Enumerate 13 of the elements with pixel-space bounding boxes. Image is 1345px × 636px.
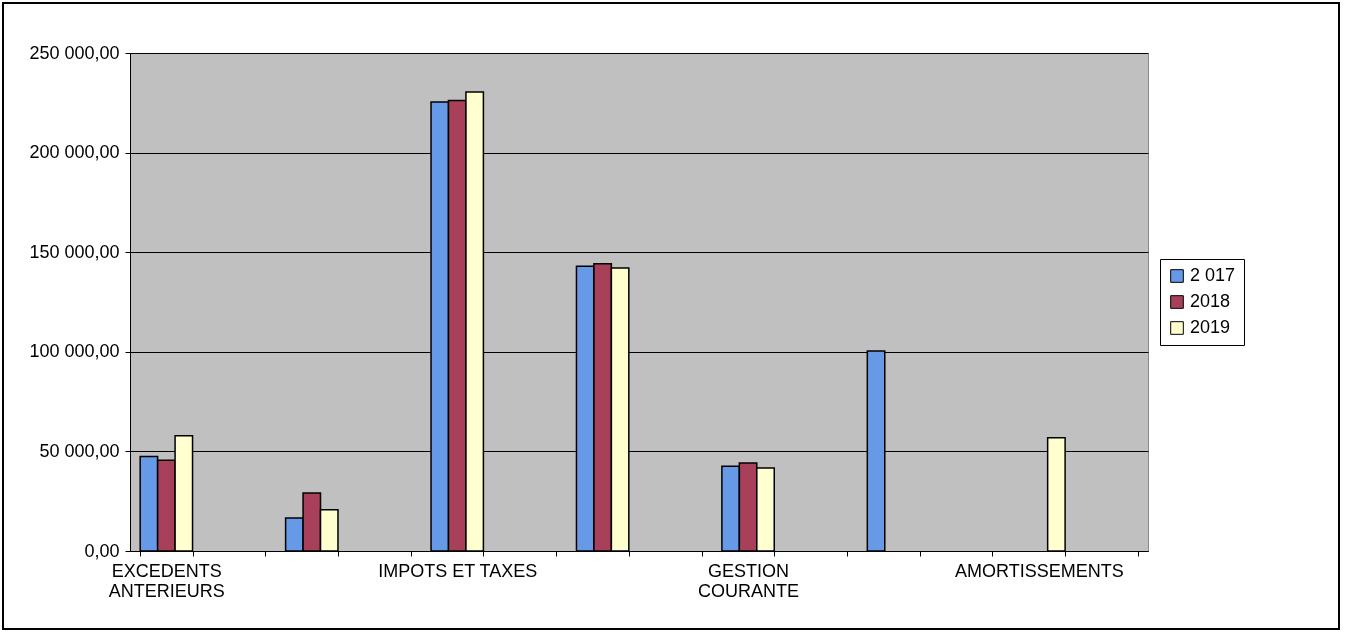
x-tick-label: GESTION COURANTE (698, 560, 800, 601)
x-tick-label: EXCEDENTS ANTERIEURS (108, 560, 225, 601)
y-tick-label: 250 000,00 (29, 42, 120, 63)
y-tick-label: 200 000,00 (29, 142, 120, 163)
y-tick-label: 0,00 (84, 540, 120, 561)
y-tick-label: 100 000,00 (29, 341, 120, 362)
legend-label: 2018 (1190, 291, 1231, 311)
legend-label: 2019 (1190, 317, 1231, 337)
legend-label: 2 017 (1190, 265, 1236, 285)
x-tick-label: IMPOTS ET TAXES (378, 560, 538, 581)
x-tick-label: AMORTISSEMENTS (955, 560, 1124, 581)
y-tick-label: 150 000,00 (29, 241, 120, 262)
y-tick-label: 50 000,00 (39, 440, 120, 461)
